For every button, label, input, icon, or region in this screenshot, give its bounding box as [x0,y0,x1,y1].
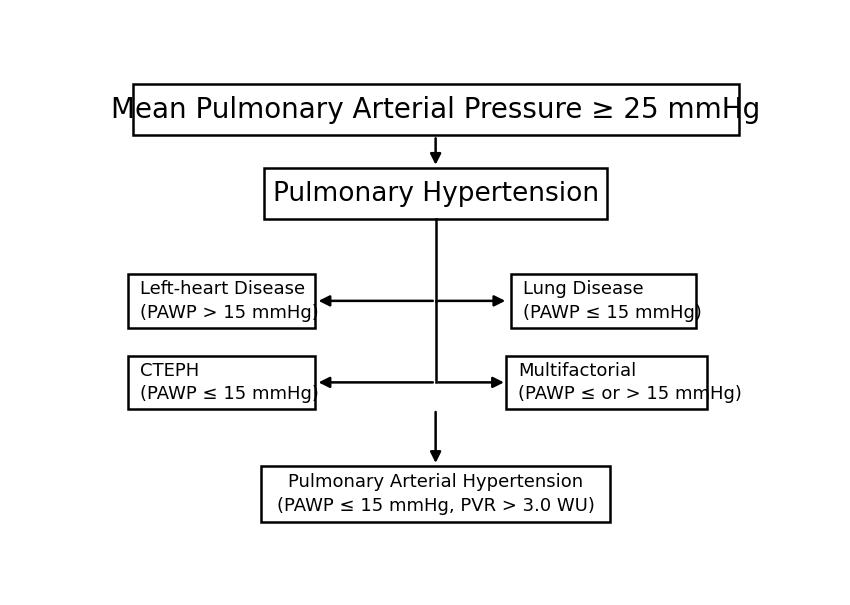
Text: Pulmonary Hypertension: Pulmonary Hypertension [273,181,598,207]
FancyBboxPatch shape [512,274,696,328]
Text: Multifactorial
(PAWP ≤ or > 15 mmHg): Multifactorial (PAWP ≤ or > 15 mmHg) [518,362,742,403]
FancyBboxPatch shape [128,356,315,409]
Text: Lung Disease
(PAWP ≤ 15 mmHg): Lung Disease (PAWP ≤ 15 mmHg) [524,280,702,322]
Text: Mean Pulmonary Arterial Pressure ≥ 25 mmHg: Mean Pulmonary Arterial Pressure ≥ 25 mm… [111,96,760,124]
FancyBboxPatch shape [128,274,315,328]
Text: CTEPH
(PAWP ≤ 15 mmHg): CTEPH (PAWP ≤ 15 mmHg) [139,362,319,403]
FancyBboxPatch shape [264,168,607,220]
FancyBboxPatch shape [133,84,739,136]
Text: Pulmonary Arterial Hypertension
(PAWP ≤ 15 mmHg, PVR > 3.0 WU): Pulmonary Arterial Hypertension (PAWP ≤ … [277,473,594,515]
Text: Left-heart Disease
(PAWP > 15 mmHg): Left-heart Disease (PAWP > 15 mmHg) [139,280,318,322]
FancyBboxPatch shape [507,356,707,409]
FancyBboxPatch shape [261,466,610,522]
